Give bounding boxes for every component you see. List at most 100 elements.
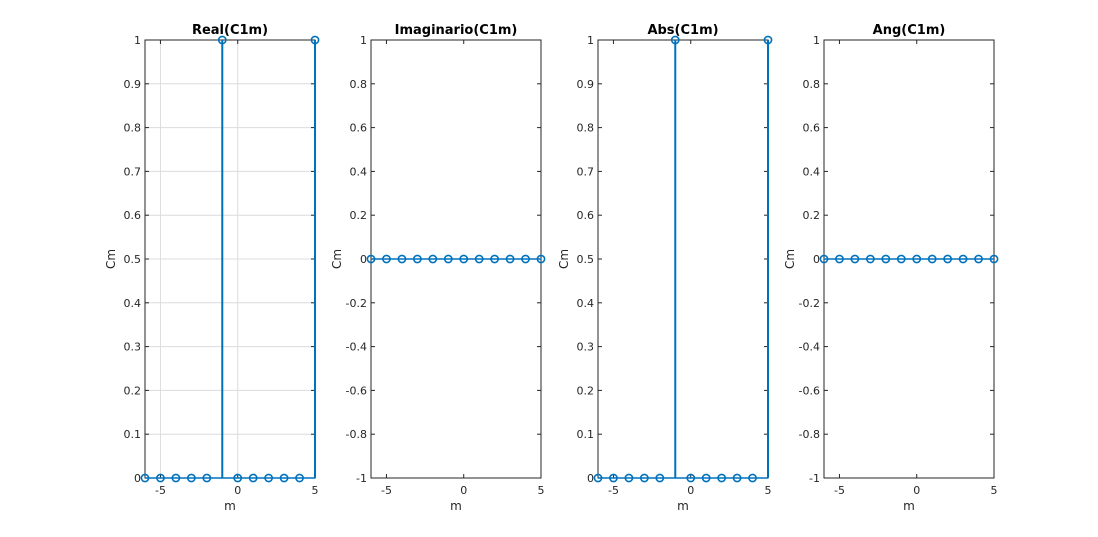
stem-marker xyxy=(717,473,727,483)
y-tick-label: -1 xyxy=(809,472,820,485)
y-tick-label: -0.2 xyxy=(346,297,367,310)
stem-marker xyxy=(521,254,530,264)
stem-marker xyxy=(896,254,906,264)
y-tick-label: 0.3 xyxy=(577,341,595,354)
y-tick-label: 0.9 xyxy=(124,78,142,91)
stem-marker xyxy=(974,254,983,264)
stem-marker xyxy=(763,35,773,45)
y-tick-label: -0.6 xyxy=(346,384,367,397)
y-tick-label: 0.4 xyxy=(577,297,595,310)
stem-marker xyxy=(912,254,922,264)
stem-marker xyxy=(428,254,438,264)
stem-marker xyxy=(202,473,212,483)
stem-marker xyxy=(140,473,150,483)
y-tick-label: 0.1 xyxy=(577,428,595,441)
y-tick-label: 0.8 xyxy=(803,78,821,91)
y-tick-label: 0 xyxy=(134,472,141,485)
stem-marker xyxy=(609,473,618,483)
x-tick-label: 5 xyxy=(991,484,998,497)
stem-marker xyxy=(835,254,844,264)
stem-marker xyxy=(655,473,665,483)
stem-marker xyxy=(474,254,484,264)
y-tick-label: 0.1 xyxy=(124,428,142,441)
y-tick-label: -0.4 xyxy=(346,341,367,354)
stem-marker xyxy=(310,35,320,45)
stem-marker xyxy=(943,254,953,264)
stem-marker xyxy=(217,35,227,45)
stem-marker xyxy=(819,254,829,264)
x-axis-label: m xyxy=(677,499,689,513)
stem-marker xyxy=(732,473,742,483)
stem-marker xyxy=(248,473,258,483)
y-tick-label: 0.2 xyxy=(350,209,368,222)
stem-marker xyxy=(279,473,289,483)
y-tick-label: 1 xyxy=(813,34,820,47)
stem-marker xyxy=(624,473,634,483)
stem-marker xyxy=(505,254,515,264)
stem-marker xyxy=(233,473,243,483)
y-tick-label: 0.6 xyxy=(803,122,821,135)
stem-marker xyxy=(927,254,937,264)
x-tick-label: -5 xyxy=(155,484,166,497)
x-tick-label: 5 xyxy=(312,484,319,497)
y-tick-label: -0.2 xyxy=(799,297,820,310)
y-tick-label: 0 xyxy=(360,253,367,266)
stem-marker xyxy=(264,473,274,483)
subplot-real: Real(C1m) m Cm -5 0 5 0 0.1 0.2 0.3 0.4 0.5 0.6 0.… xyxy=(104,23,320,513)
y-tick-label: 0.8 xyxy=(124,122,142,135)
x-tick-label: 0 xyxy=(687,484,694,497)
x-tick-label: 5 xyxy=(538,484,545,497)
x-axis-label: m xyxy=(224,499,236,513)
stem-marker xyxy=(490,254,500,264)
y-tick-label: 0 xyxy=(813,253,820,266)
y-tick-label: 0.9 xyxy=(577,78,595,91)
stem-marker xyxy=(670,35,680,45)
stem-marker xyxy=(536,254,546,264)
y-tick-label: 0 xyxy=(587,472,594,485)
subplot-title: Real(C1m) xyxy=(192,23,268,38)
y-tick-label: 0.5 xyxy=(124,253,142,266)
y-tick-label: 1 xyxy=(360,34,367,47)
y-tick-label: 0.6 xyxy=(124,209,142,222)
y-tick-label: 0.7 xyxy=(577,165,595,178)
subplot-imaginario: Imaginario(C1m) m Cm -5 0 5 -1 -0.8 -0.6 -0.4 -… xyxy=(330,23,546,513)
y-tick-label: -0.6 xyxy=(799,384,820,397)
stem-marker xyxy=(989,254,999,264)
stem-marker xyxy=(701,473,711,483)
subplot-title: Ang(C1m) xyxy=(873,23,946,38)
y-tick-label: 0.5 xyxy=(577,253,595,266)
stem-marker xyxy=(295,473,304,483)
stem-marker xyxy=(186,473,196,483)
y-axis-label: Cm xyxy=(104,249,118,269)
y-tick-label: 0.2 xyxy=(803,209,821,222)
x-tick-label: 0 xyxy=(460,484,467,497)
y-tick-label: -1 xyxy=(356,472,367,485)
stem-marker xyxy=(958,254,968,264)
y-tick-label: 0.2 xyxy=(577,384,595,397)
y-tick-label: -0.4 xyxy=(799,341,820,354)
stem-marker xyxy=(443,254,453,264)
y-tick-label: 0.8 xyxy=(577,122,595,135)
y-tick-label: 0.4 xyxy=(350,165,368,178)
stem-marker xyxy=(397,254,407,264)
x-tick-label: 0 xyxy=(913,484,920,497)
stem-marker xyxy=(459,254,469,264)
y-tick-label: 1 xyxy=(587,34,594,47)
y-tick-label: -0.8 xyxy=(799,428,820,441)
y-tick-label: 0.4 xyxy=(124,297,142,310)
x-tick-label: -5 xyxy=(381,484,392,497)
y-tick-label: 0.3 xyxy=(124,341,142,354)
y-tick-label: 0.6 xyxy=(350,122,368,135)
subplot-ang: Ang(C1m) m Cm -5 0 5 -1 -0.8 -0.6 -0.4 -0.2 0 0.2… xyxy=(783,23,999,513)
stem-marker xyxy=(382,254,391,264)
subplot-title: Imaginario(C1m) xyxy=(395,23,518,38)
x-tick-label: 5 xyxy=(765,484,772,497)
y-tick-label: 0.4 xyxy=(803,165,821,178)
stem-marker xyxy=(366,254,376,264)
y-tick-label: 1 xyxy=(134,34,141,47)
x-tick-label: -5 xyxy=(608,484,619,497)
stem-marker xyxy=(686,473,696,483)
stem-marker xyxy=(748,473,757,483)
x-axis-label: m xyxy=(903,499,915,513)
